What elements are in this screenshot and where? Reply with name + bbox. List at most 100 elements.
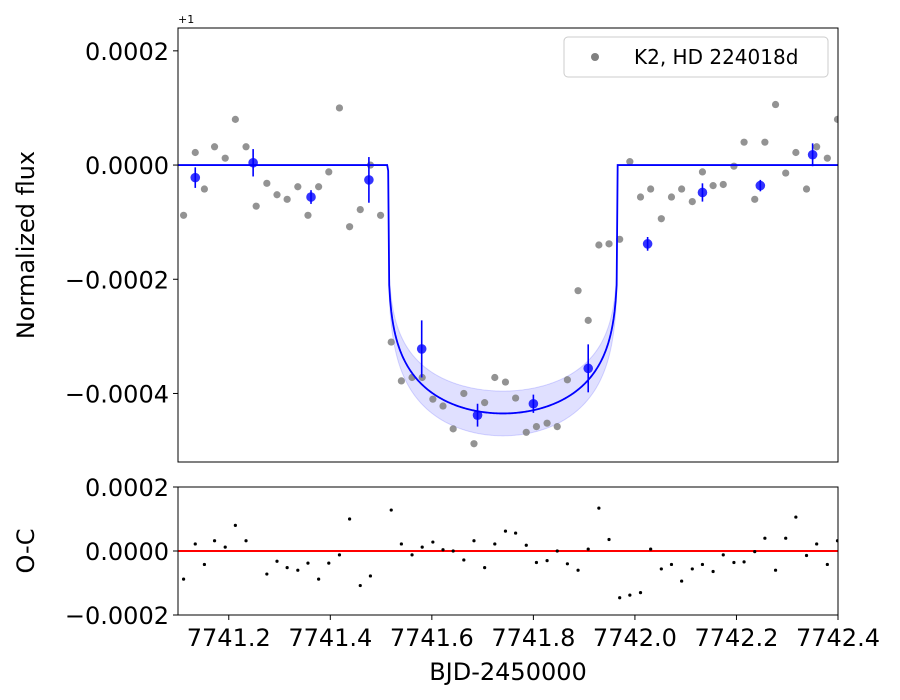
residual-point — [223, 545, 227, 549]
raw-data-point — [563, 376, 572, 384]
raw-data-point — [667, 193, 676, 201]
x-tick-label: 7741.4 — [288, 624, 372, 652]
raw-data-point — [698, 168, 707, 176]
residual-point — [514, 531, 518, 535]
top-y-tick-label: 0.0002 — [85, 38, 169, 66]
residual-point — [212, 539, 217, 543]
raw-data-point — [397, 377, 405, 385]
raw-data-point — [512, 394, 520, 402]
raw-data-point — [449, 425, 457, 433]
raw-data-point — [429, 395, 437, 403]
residual-point — [690, 567, 694, 571]
raw-data-point — [532, 422, 541, 431]
raw-data-point — [823, 154, 831, 162]
top-y-tick-label: 0.0000 — [85, 152, 169, 180]
residual-point — [348, 517, 352, 521]
raw-data-point — [231, 115, 239, 123]
x-tick-label: 7741.8 — [491, 624, 575, 652]
residual-point — [597, 506, 601, 510]
legend-marker — [591, 53, 599, 61]
residual-point — [700, 562, 705, 567]
binned-data-point — [583, 363, 594, 374]
raw-data-point — [813, 143, 821, 151]
residual-point — [711, 569, 715, 574]
binned-data-point — [807, 149, 818, 160]
raw-data-point — [792, 148, 800, 157]
residual-point — [815, 542, 819, 546]
raw-data-point — [491, 373, 499, 382]
residual-point — [399, 542, 403, 546]
residual-point — [659, 567, 663, 571]
residual-point — [628, 593, 632, 597]
raw-data-point — [647, 185, 655, 193]
raw-data-point — [325, 168, 333, 176]
residual-point — [462, 558, 466, 562]
residual-point — [586, 547, 590, 551]
raw-data-point — [771, 100, 780, 109]
raw-data-point — [657, 215, 665, 223]
x-axis-label: BJD-2450000 — [429, 658, 587, 686]
residual-point — [835, 539, 838, 543]
residual-point — [483, 566, 487, 570]
residual-point — [503, 529, 508, 533]
residual-point — [202, 562, 206, 567]
raw-data-point — [709, 182, 717, 190]
raw-data-point — [294, 183, 302, 191]
residual-point — [368, 574, 373, 578]
binned-data-point — [697, 187, 708, 198]
binned-data-point — [755, 180, 766, 191]
residual-point — [825, 562, 829, 567]
raw-data-point — [626, 158, 634, 166]
binned-data-point — [306, 192, 316, 202]
residual-point — [181, 577, 186, 581]
raw-data-point — [688, 198, 696, 206]
raw-data-point — [273, 191, 281, 199]
model-uncertainty-band — [178, 164, 838, 437]
raw-data-point — [335, 104, 344, 112]
residual-point — [680, 579, 684, 583]
raw-data-point — [730, 162, 738, 170]
residual-point — [773, 568, 778, 572]
raw-data-point — [761, 138, 769, 146]
raw-data-point — [191, 148, 199, 157]
raw-data-point — [210, 143, 219, 151]
raw-data-point — [179, 211, 188, 219]
bottom-y-tick-label: 0.0000 — [85, 538, 169, 566]
residual-point — [233, 523, 237, 528]
raw-data-point — [283, 195, 291, 203]
raw-data-point — [719, 180, 727, 189]
raw-data-point — [782, 169, 790, 177]
raw-data-point — [605, 240, 613, 248]
x-tick-label: 7741.2 — [187, 624, 271, 652]
bottom-y-tick-label: 0.0002 — [85, 474, 169, 502]
residual-point — [193, 542, 197, 546]
transit-model-line — [178, 164, 838, 415]
residual-point — [804, 553, 809, 558]
residual-point — [618, 596, 622, 600]
x-tick-label: 7742.4 — [796, 624, 880, 652]
top-y-tick-label: −0.0004 — [65, 380, 169, 408]
binned-data-point — [416, 344, 427, 354]
raw-data-point — [460, 389, 468, 398]
residual-point — [742, 560, 746, 564]
raw-data-point — [346, 223, 354, 231]
residual-point — [576, 568, 580, 572]
x-tick-label: 7741.6 — [390, 624, 474, 652]
raw-data-point — [252, 202, 260, 210]
residual-point — [306, 561, 310, 565]
residual-point — [794, 515, 798, 519]
binned-data-point — [642, 239, 653, 249]
raw-data-point — [740, 138, 748, 146]
residual-point — [327, 561, 331, 565]
raw-data-point — [636, 193, 645, 201]
raw-data-point — [678, 185, 686, 193]
residual-point — [763, 536, 767, 540]
raw-data-point — [833, 115, 838, 123]
top-panel: 0.0002 0.0000 −0.0002 −0.0004 +1 Normalized… — [12, 13, 839, 463]
legend-label: K2, HD 224018d — [634, 45, 798, 69]
raw-data-point — [200, 185, 208, 193]
residual-point — [534, 560, 539, 565]
binned-data-point — [528, 398, 539, 409]
raw-data-point — [481, 399, 489, 407]
